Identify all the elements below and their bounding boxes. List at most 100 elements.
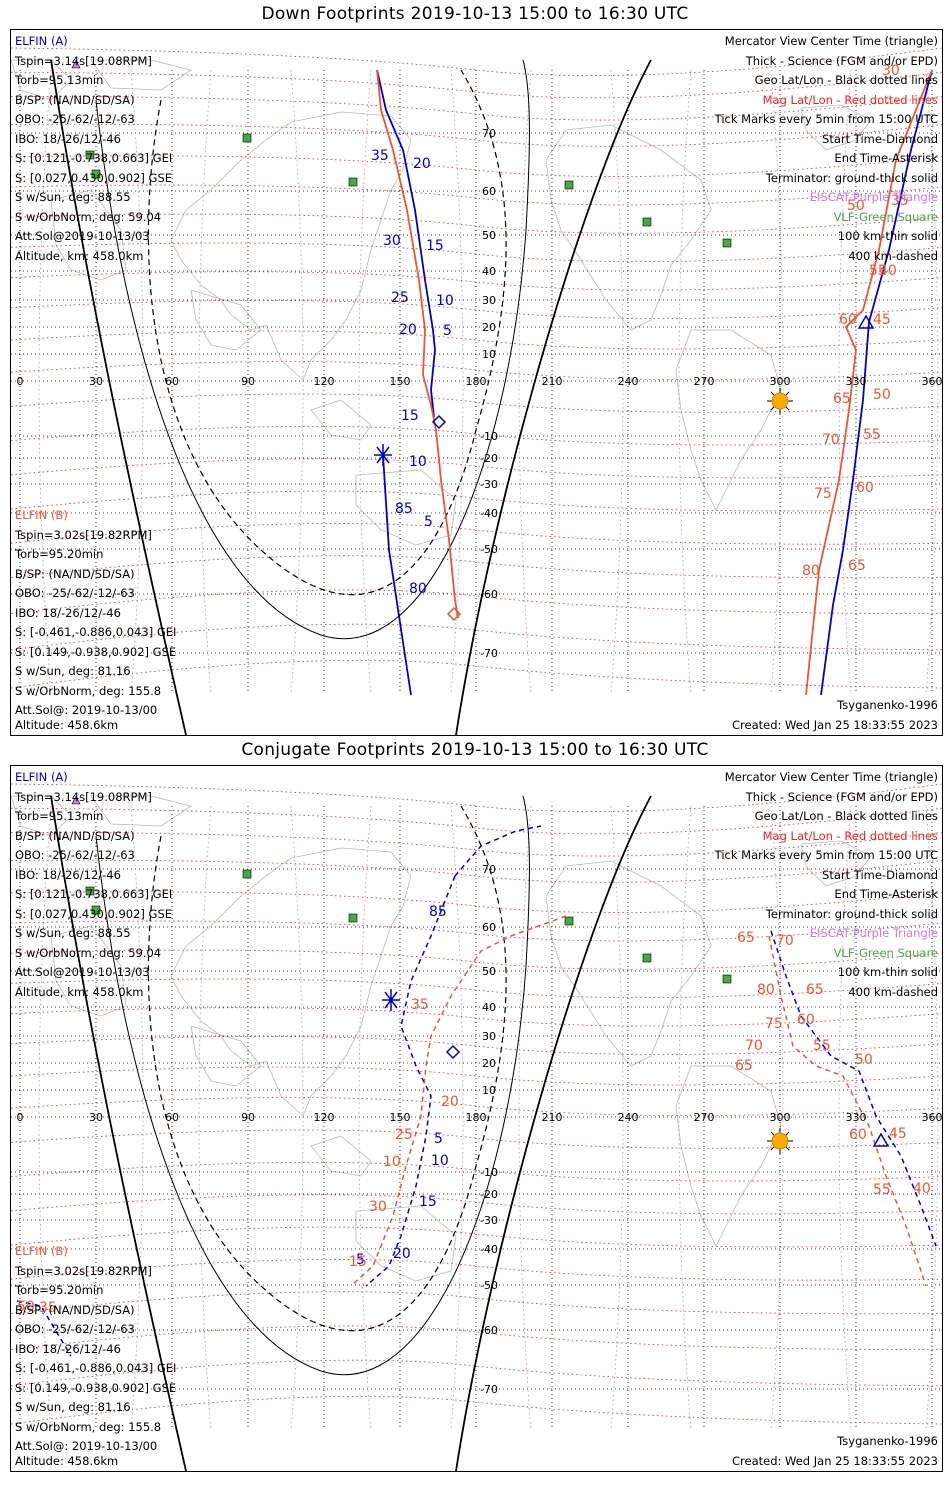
lat-tick-label: -30 <box>480 478 498 491</box>
tick-time-label: 5 <box>443 323 452 339</box>
elfin-a-label: ELFIN (A) <box>15 770 68 784</box>
mag-lon-line <box>770 805 784 1432</box>
lon-tick-label: 300 <box>770 1111 791 1124</box>
terminator-ground-line <box>50 59 187 735</box>
lat-tick-label: -70 <box>480 1383 498 1396</box>
legend-item: Geo Lat/Lon - Black dotted lines <box>754 809 938 823</box>
mag-lon-line <box>358 805 372 1432</box>
elfin-a-track <box>16 1300 72 1357</box>
lat-tick-label: 40 <box>482 265 496 278</box>
tick-time-label: 40 <box>879 263 897 279</box>
tick-time-label: 45 <box>889 1126 907 1142</box>
legend-item: 100 km-thin solid <box>837 965 938 979</box>
tick-time-label: 20 <box>413 156 431 172</box>
lat-tick-label: 50 <box>482 229 496 242</box>
legend-item: Tick Marks every 5min from 15:00 UTC <box>714 848 938 862</box>
tick-time-label: 30 <box>882 63 900 79</box>
vlf-station-square <box>348 177 358 187</box>
lon-tick-label: 240 <box>618 1111 639 1124</box>
tick-time-label: 55 <box>869 263 887 279</box>
elfin-b-line: S w/OrbNorm, deg: 155.8 <box>15 683 162 698</box>
lat-tick-label: 60 <box>482 921 496 934</box>
elfin-a-track <box>365 875 456 1287</box>
sun-ray <box>785 391 790 396</box>
elfin-b-line: Att.Sol@: 2019-10-13/00 <box>15 703 158 717</box>
mag-lon-line <box>290 69 304 696</box>
elfin-b-line: S w/OrbNorm, deg: 155.8 <box>15 1419 162 1434</box>
elfin-a-line: S: [0.027,0.430,0.902] GSE <box>15 906 173 921</box>
vlf-station-square <box>85 150 95 160</box>
vlf-station-square <box>91 169 101 179</box>
legend-item: Geo Lat/Lon - Black dotted lines <box>754 73 938 87</box>
legend-item: Start Time-Diamond <box>822 131 938 146</box>
lon-tick-label: 210 <box>542 375 563 388</box>
lon-tick-label: 120 <box>314 375 335 388</box>
elfin-b-line: Tspin=3.02s[19.82RPM] <box>15 527 152 542</box>
legend-item: Start Time-Diamond <box>822 867 938 882</box>
elfin-a-line: S: [0.121,-0.738,0.663] GEI <box>15 887 173 901</box>
down-title: Down Footprints 2019-10-13 15:00 to 16:3… <box>261 4 689 24</box>
elfin-a-line: S w/OrbNorm, deg: 59.04 <box>15 209 162 224</box>
elfin-b-line: S: [-0.461,-0.886,0.043] GEI <box>15 625 177 639</box>
center-time-triangle <box>872 1132 890 1147</box>
elfin-b-line: Torb=95.20min <box>15 1283 104 1297</box>
lat-tick-label: -20 <box>480 452 498 465</box>
elfin-a-line: Torb=95.13min <box>15 809 104 823</box>
mag-lon-line <box>358 69 372 696</box>
lat-tick-label: 20 <box>482 321 496 334</box>
terminator-100km-line <box>95 795 530 1376</box>
tick-time-label: 5 <box>424 514 433 530</box>
elfin-a-line: OBO: -25/-62/-12/-63 <box>15 112 135 126</box>
legend-item: VLF-Green Square <box>833 945 938 960</box>
lon-tick-label: 90 <box>241 1111 255 1124</box>
conjugate-footprints-panel: 85 5 10 15 20 5 25 10 30 15 35 20 65 70 80 65 75 60 70 55 65… <box>10 765 943 1472</box>
sun-icon <box>771 1132 789 1150</box>
sun-icon <box>771 392 789 410</box>
lat-tick-label: -40 <box>480 1243 498 1256</box>
lat-tick-label: -30 <box>480 1214 498 1227</box>
legend: Mercator View Center Time (triangle) Thi… <box>715 32 938 266</box>
elfin-b-line: OBO: -25/-62/-12/-63 <box>15 586 135 600</box>
lon-tick-label: 240 <box>618 375 639 388</box>
terminator-ground-line <box>455 59 652 735</box>
tick-time-label: 30 <box>369 1199 387 1215</box>
legend-item: VLF-Green Square <box>833 209 938 224</box>
mag-lon-line <box>925 805 939 1432</box>
legend-item: EISCAT-Purple Triangle <box>809 926 938 940</box>
down-footprints-panel: 35 20 30 15 25 10 20 5 15 10 5 85 80 30 35 50 55 40 60 45 65… <box>10 29 943 736</box>
conjugate-map: 85 5 10 15 20 5 25 10 30 15 35 20 65 70 80 65 75 60 70 55 65… <box>11 783 943 1471</box>
lon-tick-label: 330 <box>846 1111 867 1124</box>
elfin-a-line: IBO: 18/-26/12/-46 <box>15 131 121 146</box>
tick-time-label: 40 <box>913 1181 931 1197</box>
tick-time-label: 65 <box>735 1058 753 1074</box>
legend-item: Mag Lat/Lon - Red dotted lines <box>762 92 938 107</box>
mag-lat-line <box>11 300 942 319</box>
vlf-station-square <box>348 913 358 923</box>
vlf-station-square <box>564 916 574 926</box>
tick-time-label: 35 <box>891 193 909 209</box>
sun-ray <box>785 1131 790 1136</box>
elfin-b-line: S: [0.149,-0.938,0.902] GSE <box>15 1380 177 1395</box>
lon-tick-label: 180 <box>466 1111 487 1124</box>
lat-tick-label: 30 <box>482 294 496 307</box>
elfin-a-line: B/SP: (NA/ND/SD/SA) <box>15 828 135 843</box>
vlf-station-square <box>242 869 252 879</box>
mag-lon-line <box>838 69 852 696</box>
lon-tick-label: 90 <box>241 375 255 388</box>
vlf-station-square <box>564 180 574 190</box>
lon-tick-label: 120 <box>314 1111 335 1124</box>
tick-time-label: 20 <box>399 322 417 338</box>
tick-time-label: 35 <box>39 1300 57 1316</box>
mag-lat-line <box>11 1129 942 1149</box>
terminator-ground-line <box>50 795 187 1471</box>
mag-lat-line <box>11 458 942 479</box>
tick-time-label: 50 <box>847 198 865 214</box>
elfin-a-line: Altitude, km: 458.0km <box>15 248 144 263</box>
mag-lon-line <box>610 805 624 1432</box>
elfin-a-line: Torb=95.13min <box>15 73 104 87</box>
lat-tick-label: 70 <box>482 863 496 876</box>
elfin-b-info: ELFIN (B) Tspin=3.02s[19.82RPM] Torb=95.… <box>15 506 176 721</box>
tick-time-label: 35 <box>411 997 429 1013</box>
lon-tick-label: 360 <box>922 1111 943 1124</box>
